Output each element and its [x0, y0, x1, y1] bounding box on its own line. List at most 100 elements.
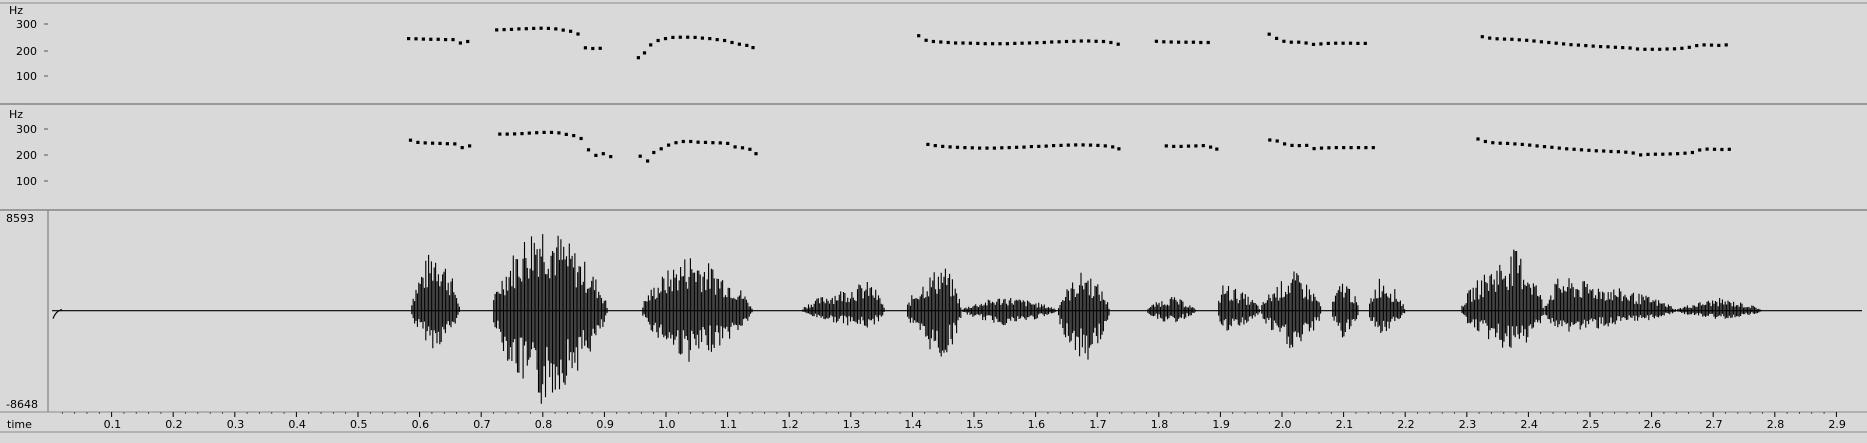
- pitch2-point: [1186, 144, 1191, 148]
- pitch2-point: [408, 138, 413, 142]
- pitch2-point: [933, 144, 937, 148]
- pitch2-point: [985, 146, 989, 150]
- pitch2-point: [689, 139, 693, 144]
- pitch2-point: [579, 136, 583, 141]
- waveform-min-label: -8648: [6, 398, 38, 411]
- pitch2-point: [1022, 145, 1026, 149]
- pitch2-point: [1268, 138, 1272, 142]
- pitch1-point: [1169, 40, 1173, 44]
- pitch2-point: [1044, 144, 1048, 148]
- pitch1-point: [466, 39, 470, 44]
- pitch2-point: [1712, 147, 1717, 151]
- pitch2-point: [1609, 149, 1613, 154]
- pitch2-point: [438, 141, 442, 145]
- pitch2-point: [1096, 143, 1100, 147]
- pitch1-point: [1050, 40, 1054, 44]
- pitch2-point: [1215, 147, 1219, 151]
- pitch1-point: [1275, 36, 1279, 40]
- pitch1-point: [1341, 41, 1345, 45]
- time-tick-label: 0.4: [288, 418, 306, 431]
- pitch1-point: [1525, 38, 1529, 42]
- pitch2-point: [1698, 148, 1702, 152]
- pitch1-point: [569, 29, 573, 33]
- pitch2-tick-marks: [44, 128, 48, 182]
- waveform-segment: [1332, 283, 1359, 338]
- time-tick-label: 2.1: [1336, 418, 1354, 431]
- pitch2-point: [963, 146, 967, 150]
- pitch2-unit: Hz: [9, 108, 23, 121]
- pitch1-point: [715, 38, 719, 42]
- pitch1-point: [636, 56, 640, 60]
- waveform-envelope: [493, 234, 608, 404]
- pitch2-point: [1015, 145, 1019, 149]
- pitch1-tick-100: 100: [16, 70, 37, 83]
- pitch2-point: [1542, 145, 1547, 149]
- pitch2-point: [703, 140, 708, 144]
- pitch1-point: [1013, 41, 1017, 45]
- pitch2-point: [978, 146, 982, 150]
- pitch1-point: [598, 46, 602, 50]
- pitch1-point: [436, 37, 440, 41]
- time-tick-label: 0.3: [227, 418, 245, 431]
- pitch2-point: [1194, 144, 1198, 148]
- waveform-segment: [1147, 297, 1197, 323]
- time-tick-label: 2.0: [1274, 418, 1292, 431]
- pitch1-point: [1621, 46, 1625, 50]
- pitch1-point: [968, 41, 972, 45]
- pitch2-point: [1172, 144, 1176, 148]
- waveform-envelope: [1461, 249, 1544, 348]
- pitch1-point: [1702, 43, 1706, 47]
- pitch1-point: [998, 42, 1002, 46]
- pitch1-point: [1087, 39, 1091, 43]
- pitch2-point: [948, 145, 952, 149]
- pitch2-point: [564, 132, 568, 136]
- pitch2-point: [1059, 143, 1063, 147]
- time-tick-label: 0.2: [165, 418, 183, 431]
- pitch2-point: [1476, 137, 1480, 141]
- pitch2-point: [1498, 141, 1502, 145]
- waveform-segment: [493, 234, 608, 404]
- pitch2-point: [1290, 143, 1294, 147]
- pitch1-point: [1035, 41, 1039, 45]
- pitch1-point: [1613, 45, 1617, 49]
- pitch2-point: [1557, 146, 1561, 150]
- pitch2-point: [505, 132, 509, 136]
- time-tick-label: 1.9: [1212, 418, 1230, 431]
- waveform-envelope: [1261, 271, 1322, 349]
- time-tick-label: 0.6: [412, 418, 430, 431]
- pitch2-point: [638, 154, 642, 158]
- pitch1-point: [532, 26, 536, 30]
- pitch2-point: [1074, 143, 1078, 147]
- waveform-segment: [1261, 271, 1322, 349]
- pitch1-point: [686, 35, 690, 39]
- pitch1-point: [539, 26, 543, 30]
- pitch2-point: [733, 145, 737, 149]
- pitch1-point: [1005, 42, 1009, 46]
- pitch1-point: [1695, 44, 1699, 48]
- pitch2-point: [1283, 142, 1287, 146]
- pitch2-point: [926, 142, 930, 146]
- pitch1-point: [1672, 47, 1677, 51]
- pitch1-point: [1539, 40, 1543, 44]
- pitch2-point: [696, 140, 700, 144]
- time-tick-label: 2.7: [1705, 418, 1723, 431]
- waveform-envelope: [962, 298, 1058, 326]
- pitch2-point: [718, 141, 722, 145]
- pitch1-point: [693, 35, 697, 39]
- pitch1-point: [1363, 41, 1367, 45]
- time-axis-label: time: [7, 418, 32, 431]
- pitch2-point: [1305, 143, 1309, 147]
- pitch1-point: [649, 43, 653, 47]
- time-tick-label: 1.7: [1089, 418, 1107, 431]
- pitch2-point: [1201, 144, 1205, 148]
- pitch2-point: [1639, 153, 1643, 157]
- pitch2-point: [1081, 143, 1085, 147]
- time-tick-label: 2.5: [1582, 418, 1600, 431]
- pitch1-point: [917, 34, 921, 38]
- waveform-segment: [802, 282, 885, 328]
- pitch1-point: [954, 41, 958, 45]
- pitch1-point: [1658, 47, 1662, 51]
- pitch2-point: [423, 141, 427, 145]
- pitch2-point: [1066, 143, 1070, 147]
